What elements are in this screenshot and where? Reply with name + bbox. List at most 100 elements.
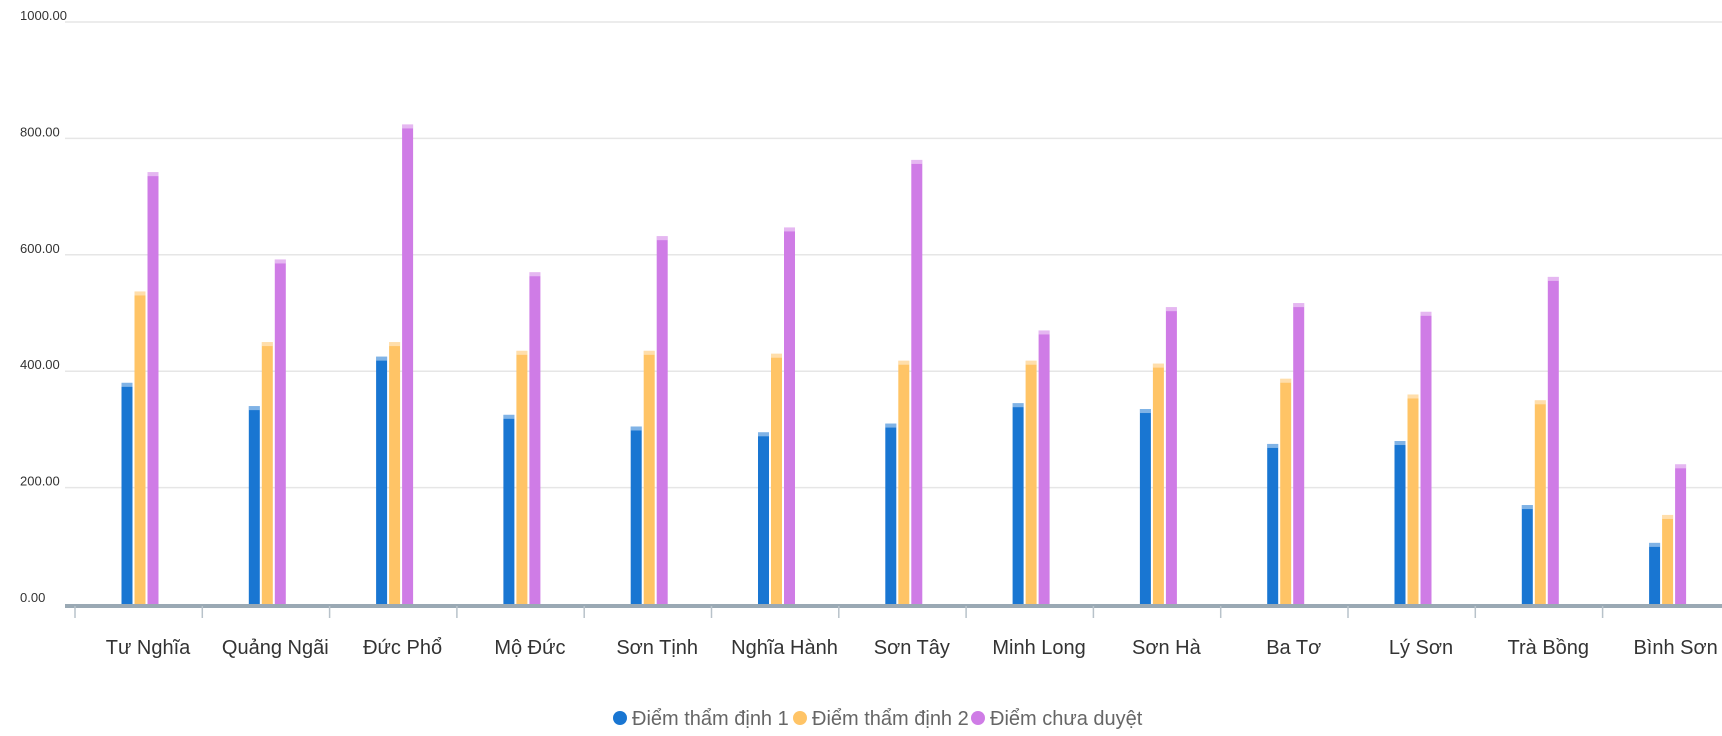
bar-top-highlight — [1267, 443, 1279, 448]
bar-top-highlight — [1152, 363, 1164, 368]
bar-top-highlight — [1394, 441, 1406, 446]
bar-top-highlight — [1662, 514, 1674, 519]
x-tick-label: Lý Sơn — [1389, 637, 1453, 659]
bar-2[interactable] — [1662, 514, 1674, 604]
bar-1[interactable] — [1649, 542, 1661, 604]
bar-top-highlight — [784, 227, 795, 232]
bar-3[interactable] — [274, 259, 286, 604]
bar-1[interactable] — [248, 406, 260, 604]
bar-top-highlight — [911, 159, 923, 164]
bar-1[interactable] — [758, 432, 769, 604]
bar-1[interactable] — [1012, 403, 1024, 604]
bar-3[interactable] — [1293, 303, 1305, 604]
bar-3[interactable] — [911, 159, 923, 604]
bar-top-highlight — [1420, 311, 1432, 316]
y-tick-label: 1000.00 — [20, 8, 67, 23]
x-tick-label: Nghĩa Hành — [731, 637, 838, 659]
bar-3[interactable] — [1165, 307, 1177, 604]
bar-top-highlight — [1521, 505, 1533, 510]
bar-top-highlight — [1025, 360, 1037, 365]
bar-1[interactable] — [121, 382, 133, 604]
x-tick-label: Trà Bồng — [1508, 637, 1590, 659]
bar-3[interactable] — [147, 172, 159, 604]
y-tick-label: 400.00 — [20, 357, 60, 372]
x-tick-label: Tư Nghĩa — [106, 637, 191, 659]
bar-top-highlight — [1293, 303, 1305, 308]
bar-1[interactable] — [885, 423, 897, 604]
bar-1[interactable] — [1394, 441, 1406, 604]
y-tick-label: 200.00 — [20, 474, 60, 489]
y-axis-tick-labels: 0.00 200.00 400.00 600.00 800.00 1000.00 — [20, 8, 67, 605]
bar-top-highlight — [771, 353, 782, 358]
bars — [121, 124, 1687, 605]
bar-2[interactable] — [134, 291, 146, 604]
bar-2[interactable] — [516, 350, 528, 604]
bar-2[interactable] — [389, 342, 401, 604]
bar-2[interactable] — [261, 342, 273, 604]
bar-3[interactable] — [1675, 464, 1687, 604]
bar-2[interactable] — [643, 350, 655, 604]
bar-2[interactable] — [1280, 378, 1292, 604]
bar-1[interactable] — [1267, 443, 1279, 604]
bar-1[interactable] — [1139, 409, 1151, 604]
legend-item[interactable]: Điểm chưa duyệt — [971, 708, 1143, 730]
bar-2[interactable] — [771, 353, 782, 604]
legend-swatch — [613, 711, 627, 725]
x-tick-label: Sơn Tịnh — [616, 637, 698, 659]
bar-1[interactable] — [630, 426, 642, 604]
legend-label: Điểm thẩm định 1 — [632, 708, 789, 730]
x-tick-label: Quảng Ngãi — [222, 637, 329, 659]
bar-2[interactable] — [898, 360, 910, 604]
bar-top-highlight — [630, 426, 642, 431]
bar-3[interactable] — [1038, 330, 1050, 604]
bar-1[interactable] — [1521, 505, 1533, 604]
x-tick-label: Bình Sơn — [1633, 637, 1717, 659]
bar-1[interactable] — [376, 356, 388, 604]
bar-2[interactable] — [1407, 394, 1419, 604]
x-tick-label: Ba Tơ — [1266, 637, 1321, 659]
bar-top-highlight — [274, 259, 286, 264]
bar-top-highlight — [1038, 330, 1050, 335]
x-axis-tick-labels: Tư Nghĩa Quảng Ngãi Đức Phổ Mộ Đức Sơn Tịnh N… — [106, 637, 1718, 659]
legend-swatch — [971, 711, 985, 725]
bar-top-highlight — [134, 291, 146, 296]
bar-top-highlight — [1012, 403, 1024, 408]
bar-1[interactable] — [503, 414, 515, 604]
x-tick-label: Mộ Đức — [494, 637, 565, 659]
y-tick-label: 0.00 — [20, 590, 45, 605]
bar-2[interactable] — [1025, 360, 1037, 604]
bar-top-highlight — [402, 124, 414, 129]
x-tick-label: Sơn Hà — [1132, 637, 1202, 659]
legend[interactable]: Điểm thẩm định 1 Điểm thẩm định 2 Điểm chư… — [613, 708, 1143, 730]
x-tick-label: Đức Phổ — [363, 637, 442, 659]
bar-top-highlight — [1534, 400, 1546, 405]
bar-top-highlight — [1280, 378, 1292, 383]
bar-3[interactable] — [784, 227, 795, 605]
bar-top-highlight — [1165, 307, 1177, 312]
bar-top-highlight — [1675, 464, 1687, 469]
bar-top-highlight — [248, 406, 260, 411]
bar-2[interactable] — [1152, 363, 1164, 604]
bar-3[interactable] — [1420, 311, 1432, 604]
bar-top-highlight — [261, 342, 273, 347]
bar-top-highlight — [643, 350, 655, 355]
y-tick-label: 800.00 — [20, 124, 60, 139]
bar-top-highlight — [121, 382, 133, 387]
y-tick-label: 600.00 — [20, 241, 60, 256]
bar-3[interactable] — [1547, 276, 1559, 604]
bar-top-highlight — [529, 272, 541, 277]
bar-top-highlight — [1649, 542, 1661, 547]
bar-top-highlight — [376, 356, 388, 361]
legend-swatch — [793, 711, 807, 725]
legend-label: Điểm thẩm định 2 — [812, 708, 969, 730]
x-axis — [65, 604, 1722, 618]
bar-3[interactable] — [529, 272, 541, 604]
bar-top-highlight — [147, 172, 159, 177]
bar-3[interactable] — [402, 124, 414, 604]
legend-item[interactable]: Điểm thẩm định 2 — [793, 708, 969, 730]
bar-2[interactable] — [1534, 400, 1546, 604]
bar-top-highlight — [758, 432, 769, 437]
legend-item[interactable]: Điểm thẩm định 1 — [613, 708, 789, 730]
bar-3[interactable] — [656, 236, 668, 604]
